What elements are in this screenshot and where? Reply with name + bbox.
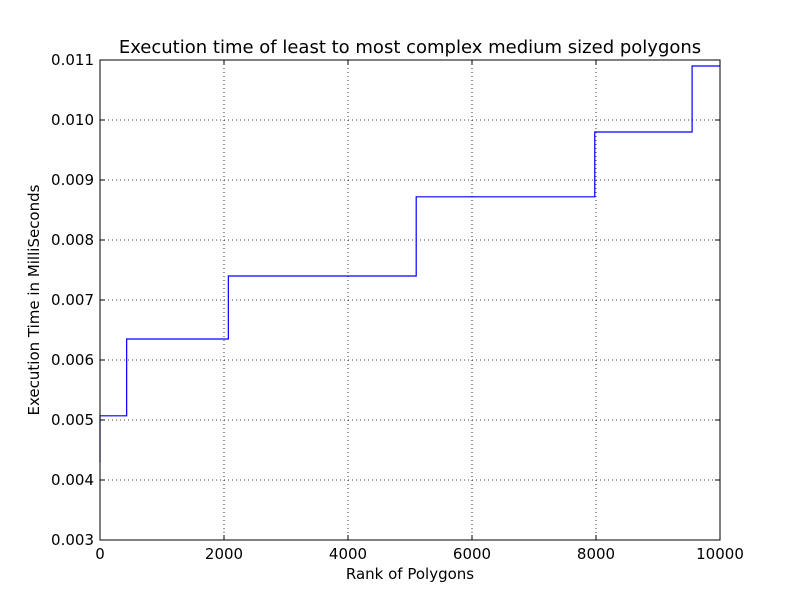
x-tick-label: 0: [95, 545, 105, 563]
x-tick-label: 4000: [329, 545, 367, 563]
y-tick-label: 0.008: [51, 231, 94, 249]
y-axis-label: Execution Time in MilliSeconds: [25, 184, 43, 415]
series-step-line: [99, 65, 720, 462]
tick-layer: [99, 59, 721, 541]
x-axis-label: Rank of Polygons: [346, 565, 474, 583]
grid-layer: [100, 60, 720, 540]
x-tick-label: 6000: [453, 545, 491, 563]
y-tick-label: 0.004: [51, 471, 94, 489]
y-tick-label: 0.006: [51, 351, 94, 369]
y-tick-label: 0.010: [51, 111, 94, 129]
x-tick-label: 8000: [577, 545, 615, 563]
y-tick-label: 0.007: [51, 291, 94, 309]
series-layer: [99, 65, 720, 462]
y-tick-label: 0.009: [51, 171, 94, 189]
chart-title: Execution time of least to most complex …: [119, 37, 701, 58]
x-tick-label: 10000: [696, 545, 744, 563]
y-tick-label: 0.005: [51, 411, 94, 429]
y-tick-label: 0.011: [51, 51, 94, 69]
y-tick-label: 0.003: [51, 531, 94, 549]
tick-label-layer: 0 2000 4000 6000 8000 10000 0.003 0.004 0.005 0.0…: [51, 51, 744, 563]
x-tick-label: 2000: [205, 545, 243, 563]
